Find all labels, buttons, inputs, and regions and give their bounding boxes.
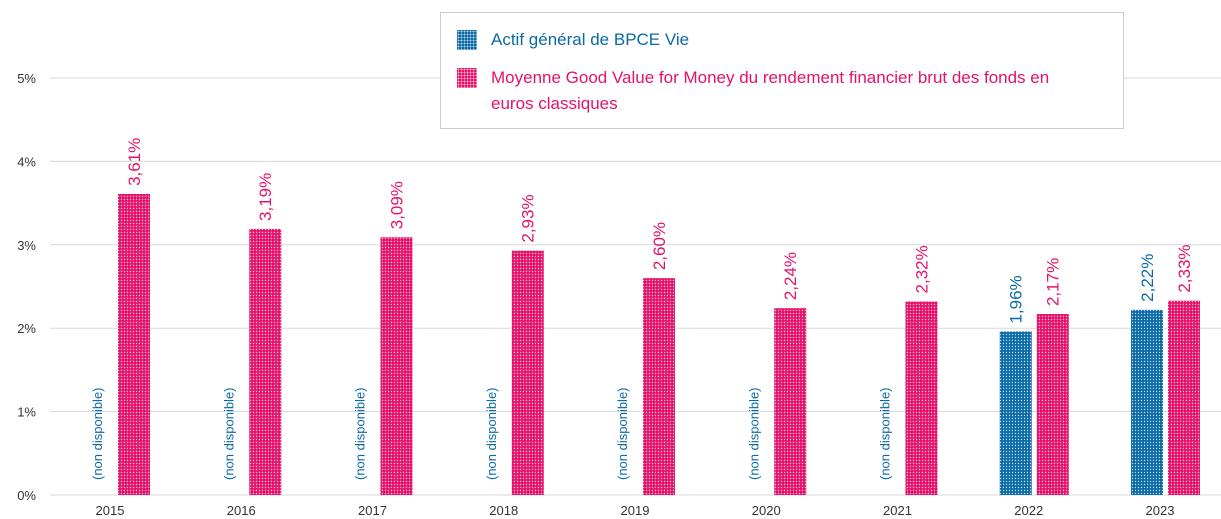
bar [249, 228, 282, 496]
value-label: 2,22% [1138, 254, 1157, 302]
legend-swatch [457, 68, 477, 88]
value-label: 3,19% [256, 173, 275, 221]
value-label: (non disponible) [90, 387, 105, 480]
legend-item: Moyenne Good Value for Money du rendemen… [457, 65, 1107, 117]
value-label: 2,93% [519, 194, 538, 242]
value-label: (non disponible) [221, 387, 236, 480]
y-tick-label: 5% [17, 71, 36, 86]
y-tick-label: 3% [17, 238, 36, 253]
legend-label: Moyenne Good Value for Money du rendemen… [491, 68, 1050, 113]
value-label: 3,61% [125, 138, 144, 186]
value-label: 1,96% [1007, 275, 1026, 323]
legend: Actif général de BPCE Vie Moyenne Good V… [440, 12, 1124, 129]
x-tick-label: 2020 [752, 503, 781, 518]
bar [380, 237, 413, 495]
bar [905, 301, 938, 495]
x-tick-label: 2015 [96, 503, 125, 518]
x-tick-label: 2022 [1014, 503, 1043, 518]
value-label: 2,32% [913, 245, 932, 293]
y-tick-label: 1% [17, 405, 36, 420]
value-label: (non disponible) [878, 387, 893, 480]
legend-label: Actif général de BPCE Vie [491, 30, 690, 49]
x-tick-label: 2019 [621, 503, 650, 518]
value-label: (non disponible) [353, 387, 368, 480]
bar [643, 278, 675, 495]
x-tick-label: 2018 [489, 503, 518, 518]
value-label: 2,33% [1175, 244, 1194, 292]
value-label: 3,09% [388, 181, 407, 229]
x-tick-label: 2017 [358, 503, 387, 518]
bar [774, 308, 807, 495]
value-label: (non disponible) [746, 387, 761, 480]
legend-item: Actif général de BPCE Vie [457, 27, 1107, 53]
bar [511, 250, 544, 495]
bar [1168, 300, 1200, 495]
x-tick-label: 2021 [883, 503, 912, 518]
x-tick-label: 2023 [1146, 503, 1175, 518]
y-tick-label: 2% [17, 321, 36, 336]
bar [999, 331, 1032, 495]
bar [1036, 314, 1069, 495]
bar [118, 193, 150, 495]
value-label: (non disponible) [615, 387, 630, 480]
y-tick-label: 0% [17, 488, 36, 503]
value-label: (non disponible) [484, 387, 499, 480]
x-tick-label: 2016 [227, 503, 256, 518]
value-label: 2,17% [1044, 258, 1063, 306]
value-label: 2,60% [650, 222, 669, 270]
legend-swatch [457, 30, 477, 50]
bar [1131, 309, 1163, 495]
value-label: 2,24% [781, 252, 800, 300]
y-tick-label: 4% [17, 154, 36, 169]
